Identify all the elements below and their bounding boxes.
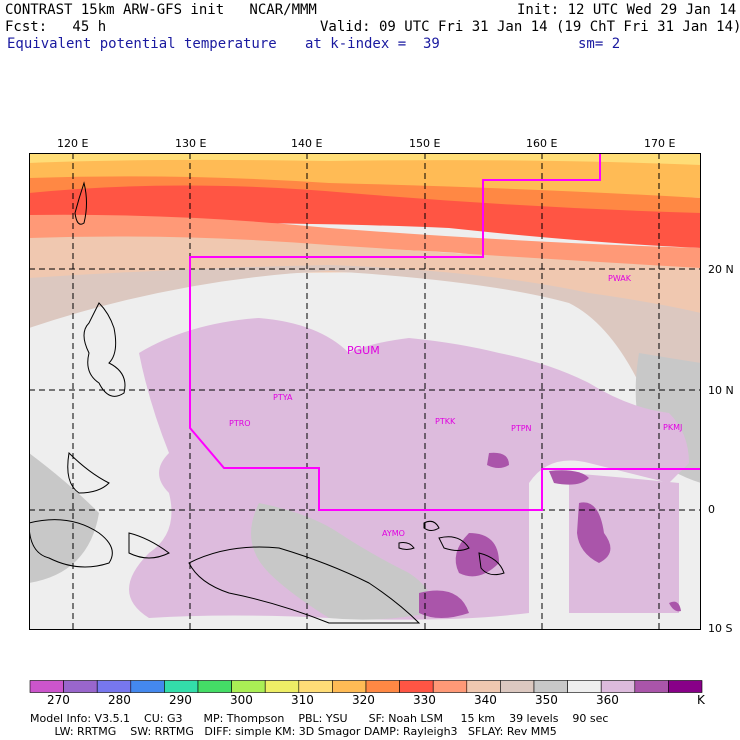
colorbar-label-320: 320 <box>352 693 375 707</box>
lon-label-130e: 130 E <box>175 137 207 150</box>
colorbar-swatch <box>29 680 64 693</box>
forecast-hour: Fcst: 45 h <box>5 19 107 35</box>
station-pwak: PWAK <box>608 274 632 283</box>
lon-label-170e: 170 E <box>644 137 676 150</box>
station-ptkk: PTKK <box>435 417 456 426</box>
lon-label-120e: 120 E <box>57 137 89 150</box>
colorbar-label-270: 270 <box>47 693 70 707</box>
coastlines <box>29 181 505 624</box>
station-ptya: PTYA <box>273 393 293 402</box>
colorbar-label-280: 280 <box>108 693 131 707</box>
colorbar-swatch <box>332 680 367 693</box>
model-title: CONTRAST 15km ARW-GFS init NCAR/MMM <box>5 2 317 18</box>
station-ptpn: PTPN <box>511 424 532 433</box>
region-boundary <box>189 153 701 511</box>
station-labels: PGUM PTYA PTRO PTKK PTPN PKMJ PWAK AYMO <box>229 274 682 538</box>
station-aymo: AYMO <box>382 529 405 538</box>
theta-e-fill <box>29 153 701 630</box>
level-index: at k-index = 39 <box>305 36 440 52</box>
colorbar-swatch <box>432 680 468 693</box>
colorbar-swatch <box>197 680 232 693</box>
colorbar-label-300: 300 <box>230 693 253 707</box>
colorbar-swatch <box>600 680 636 693</box>
init-time: Init: 12 UTC Wed 29 Jan 14 <box>517 2 737 18</box>
colorbar-label-310: 310 <box>291 693 314 707</box>
colorbar-swatch <box>365 680 400 693</box>
colorbar-swatch <box>96 680 132 693</box>
colorbar-label-330: 330 <box>413 693 436 707</box>
colorbar-swatch <box>668 680 703 693</box>
colorbar-label-290: 290 <box>169 693 192 707</box>
valid-time: Valid: 09 UTC Fri 31 Jan 14 (19 ChT Fri … <box>320 19 740 35</box>
colorbar-swatch <box>164 680 199 693</box>
colorbar-swatch <box>264 680 300 693</box>
station-ptro: PTRO <box>229 419 251 428</box>
model-info-line1: Model Info: V3.5.1 CU: G3 MP: Thompson P… <box>30 712 609 725</box>
lon-label-160e: 160 E <box>526 137 558 150</box>
lat-label-10s: 10 S <box>708 622 733 635</box>
colorbar <box>29 680 703 693</box>
colorbar-label-350: 350 <box>535 693 558 707</box>
colorbar-label-340: 340 <box>474 693 497 707</box>
colorbar-swatch <box>298 680 333 693</box>
lat-label-equator: 0 <box>708 503 715 516</box>
lon-label-150e: 150 E <box>409 137 441 150</box>
colorbar-swatch <box>533 680 568 693</box>
colorbar-swatch <box>130 680 165 693</box>
colorbar-swatch <box>567 680 602 693</box>
colorbar-swatch <box>500 680 535 693</box>
colorbar-swatch <box>399 680 434 693</box>
map-frame <box>29 153 701 630</box>
theta-e-map: PGUM PTYA PTRO PTKK PTPN PKMJ PWAK AYMO <box>29 153 701 630</box>
lon-label-140e: 140 E <box>291 137 323 150</box>
model-info-line2: LW: RRTMG SW: RRTMG DIFF: simple KM: 3D … <box>30 725 557 738</box>
colorbar-swatch <box>63 680 98 693</box>
colorbar-unit: K <box>697 693 705 707</box>
colorbar-swatch <box>634 680 669 693</box>
colorbar-swatch <box>466 680 501 693</box>
station-pgum: PGUM <box>347 344 380 357</box>
smoothing: sm= 2 <box>578 36 621 52</box>
lat-label-20n: 20 N <box>708 263 734 276</box>
field-name: Equivalent potential temperature <box>7 36 277 52</box>
station-pkmj: PKMJ <box>663 423 682 432</box>
colorbar-label-360: 360 <box>596 693 619 707</box>
lat-label-10n: 10 N <box>708 384 734 397</box>
colorbar-swatch <box>231 680 266 693</box>
